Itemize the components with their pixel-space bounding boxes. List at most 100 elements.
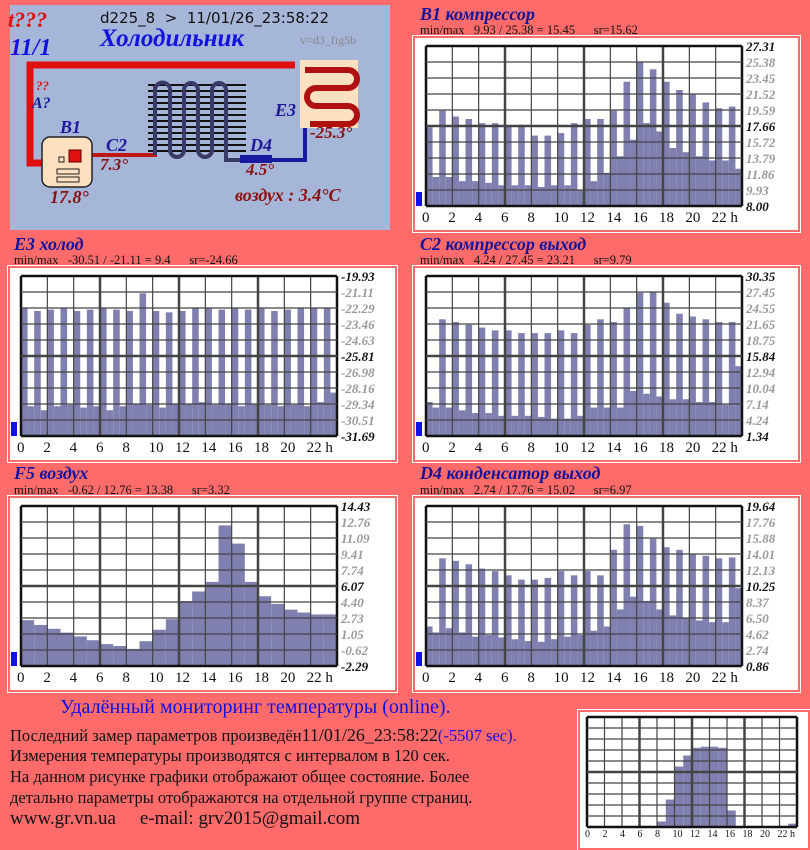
sensor-e3-label: E3 (275, 100, 297, 120)
email-link[interactable]: e-mail: grv2015@gmail.com (139, 808, 361, 829)
bar (718, 747, 727, 827)
bar (695, 620, 703, 666)
bar (616, 609, 624, 666)
bar (727, 810, 736, 827)
bar (623, 81, 631, 206)
bar (570, 123, 578, 206)
bar (689, 554, 696, 666)
x-tick-label: 18 (743, 829, 753, 840)
bar (426, 402, 433, 436)
bar (551, 185, 558, 206)
y-tick-label: 21.52 (745, 87, 776, 102)
bar (511, 185, 519, 206)
bar (590, 630, 598, 666)
y-tick-label: 13.79 (746, 151, 776, 166)
bar (27, 406, 35, 436)
sensor-e3-value: -25.3° (310, 123, 353, 142)
bar (284, 309, 291, 436)
bar (485, 413, 492, 436)
area-segment (231, 543, 245, 666)
refrigeration-circuit-diagram (26, 60, 360, 188)
bar (636, 61, 644, 207)
bar (610, 549, 617, 666)
bar (702, 102, 710, 206)
bar (277, 406, 285, 436)
chart-d4-minmax: min/max 2.74 / 17.76 = 15.02 sr=6.97 (420, 483, 632, 497)
bar (478, 568, 486, 666)
sensor-d4-value: 4.5° (246, 160, 275, 179)
x-tick-label: 22 h (712, 440, 739, 456)
bar (570, 333, 578, 436)
last-measure-time: 11/01/26_23:58:22 (301, 725, 438, 745)
chart-c2: 0 2 4 6 8 10 12 14 16 18 20 22 h 30.35 27.45 24.55 21.6… (412, 265, 801, 463)
bar (674, 766, 684, 827)
bar (715, 322, 723, 436)
y-tick-label: -25.81 (341, 349, 375, 364)
bar (544, 577, 552, 666)
bar (709, 160, 716, 206)
bar (551, 639, 558, 666)
y-tick-label: 30.35 (745, 269, 776, 284)
x-tick-label: 14 (606, 440, 622, 456)
current-value-marker (11, 652, 17, 666)
x-tick-label: 14 (606, 670, 622, 686)
y-tick-label: -22.29 (341, 301, 375, 316)
x-tick-label: 20 (685, 440, 700, 456)
x-tick-label: 8 (122, 670, 130, 686)
sensor-c2-value: 7.3° (100, 155, 129, 174)
website-link[interactable]: www.gr.vn.ua (10, 808, 116, 829)
unknown-mark: ?? (36, 78, 49, 93)
bar (564, 418, 571, 436)
bar (616, 407, 624, 436)
area-segment (205, 581, 219, 666)
x-tick-label: 12 (175, 670, 190, 686)
x-tick-label: 6 (501, 670, 509, 686)
bar (715, 558, 723, 666)
chart-d4-title: D4 конденсатор выход (420, 463, 601, 483)
bar (524, 640, 532, 666)
bar (472, 636, 479, 666)
x-tick-label: 18 (659, 670, 674, 686)
bar (139, 293, 147, 436)
x-tick-label: 8 (527, 670, 535, 686)
bar (610, 322, 617, 436)
hot-return-pipe (26, 61, 295, 167)
y-tick-label: 19.59 (746, 103, 776, 118)
y-tick-label: 11.09 (341, 531, 370, 546)
bar (656, 131, 663, 206)
y-tick-label: 7.74 (341, 563, 364, 578)
y-tick-label: 17.66 (746, 119, 776, 134)
x-tick-label: 6 (96, 440, 104, 456)
bar (458, 181, 466, 206)
bar (735, 366, 742, 436)
bar (616, 156, 624, 206)
bar (656, 609, 663, 666)
x-tick-label: 14 (708, 829, 718, 840)
bar (709, 402, 716, 436)
x-tick-label: 10 (149, 670, 164, 686)
bar (695, 156, 703, 206)
area-segment (73, 636, 87, 666)
x-tick-label: 4 (475, 210, 483, 226)
area-segment (21, 620, 35, 666)
series (657, 746, 797, 827)
bar (458, 410, 466, 436)
x-tick-label: 18 (659, 210, 674, 226)
last-measure-prefix: Последний замер параметров произведён (10, 726, 302, 745)
bar (445, 407, 453, 436)
area-segment (284, 609, 298, 666)
current-value-marker (416, 192, 422, 206)
x-tick-label: 22 h (712, 670, 739, 686)
bar (665, 799, 675, 827)
area-segment (310, 614, 324, 666)
y-tick-label: -29.34 (341, 397, 375, 412)
last-measure-delta: (-5507 sec). (437, 726, 517, 745)
date-short: 11/1 (10, 35, 52, 61)
bar (198, 402, 206, 436)
bar (657, 821, 666, 827)
y-tick-label: 9.41 (341, 547, 364, 562)
bar (656, 396, 663, 436)
bar (551, 418, 558, 436)
fridge-diagram-panel: t??? 11/1 d225_8 > 11/01/26_23:58:22 Хол… (8, 5, 390, 230)
area-segment (297, 612, 311, 666)
